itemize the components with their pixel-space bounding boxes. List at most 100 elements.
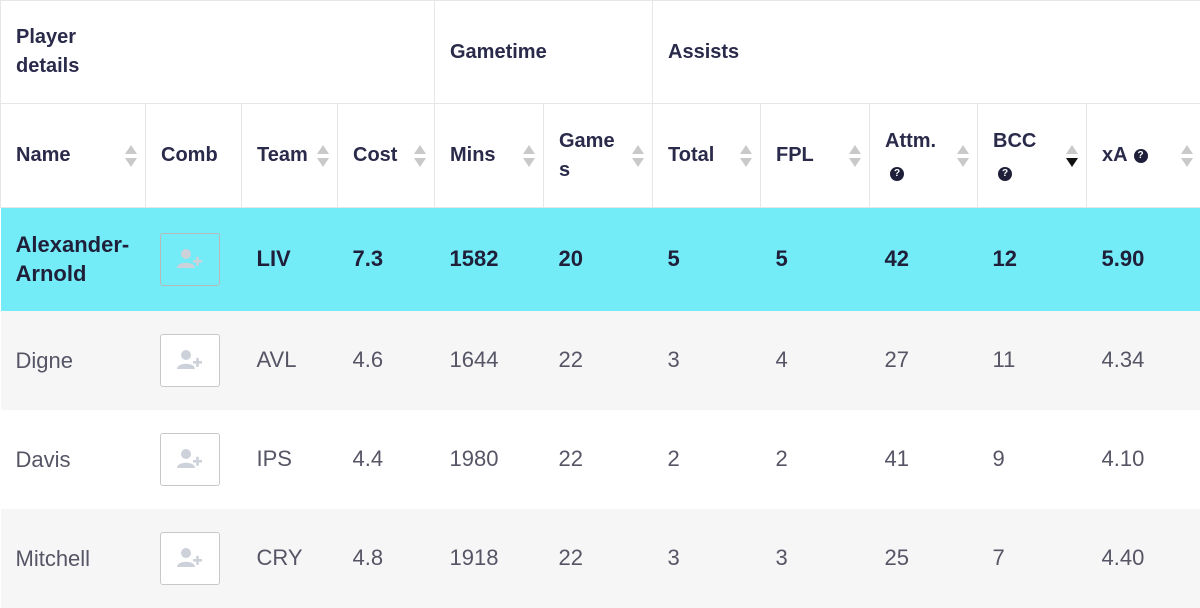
fpl-cell: 3	[761, 509, 870, 608]
add-user-icon	[176, 448, 204, 470]
attm-cell: 42	[870, 208, 978, 311]
column-header-label: Comb	[161, 144, 218, 166]
bcc-cell: 9	[978, 410, 1087, 509]
fpl-cell: 2	[761, 410, 870, 509]
column-header-bcc[interactable]: BCC ?	[978, 104, 1087, 208]
column-header-comb: Comb	[146, 104, 242, 208]
mins-cell: 1582	[435, 208, 544, 311]
team-cell: AVL	[242, 311, 338, 410]
sort-arrows-icon[interactable]	[414, 145, 426, 167]
sort-arrows-icon[interactable]	[317, 145, 329, 167]
attm-cell: 25	[870, 509, 978, 608]
add-to-comb-button[interactable]	[160, 334, 220, 387]
add-user-icon	[176, 248, 204, 270]
add-to-comb-button[interactable]	[160, 532, 220, 585]
sort-arrows-icon[interactable]	[740, 145, 752, 167]
comb-cell	[146, 208, 242, 311]
column-header-fpl[interactable]: FPL	[761, 104, 870, 208]
sort-descending-icon[interactable]	[1066, 145, 1078, 167]
cost-cell: 4.8	[338, 509, 435, 608]
attm-cell: 27	[870, 311, 978, 410]
question-circle-icon[interactable]: ?	[890, 167, 904, 181]
cost-cell: 4.6	[338, 311, 435, 410]
table-body: Alexander-Arnold LIV 7.3 1582 20 5 5 42 …	[1, 208, 1200, 608]
group-header-label: Assists	[668, 41, 739, 63]
column-header-label: Attm.	[885, 130, 936, 152]
total-cell: 2	[653, 410, 761, 509]
sort-arrows-icon[interactable]	[849, 145, 861, 167]
player-name[interactable]: Alexander-Arnold	[1, 208, 146, 311]
group-header-label: Gametime	[450, 41, 547, 63]
column-header-label: Mins	[450, 144, 496, 166]
sort-arrows-icon[interactable]	[1181, 145, 1193, 167]
player-name[interactable]: Digne	[1, 311, 146, 410]
mins-cell: 1644	[435, 311, 544, 410]
group-header-player-details: Player details	[1, 1, 435, 104]
column-header-team[interactable]: Team	[242, 104, 338, 208]
games-cell: 22	[544, 311, 653, 410]
question-circle-icon[interactable]: ?	[1134, 149, 1148, 163]
sort-arrows-icon[interactable]	[957, 145, 969, 167]
sort-arrows-icon[interactable]	[125, 145, 137, 167]
mins-cell: 1980	[435, 410, 544, 509]
column-header-xa[interactable]: xA?	[1087, 104, 1200, 208]
player-name[interactable]: Davis	[1, 410, 146, 509]
table-row[interactable]: Digne AVL 4.6 1644 22 3 4 27 11 4.34	[1, 311, 1200, 410]
games-cell: 20	[544, 208, 653, 311]
games-cell: 22	[544, 410, 653, 509]
comb-cell	[146, 311, 242, 410]
sort-arrows-icon[interactable]	[632, 145, 644, 167]
total-cell: 3	[653, 311, 761, 410]
column-header-label: Total	[668, 144, 714, 166]
bcc-cell: 11	[978, 311, 1087, 410]
fpl-cell: 4	[761, 311, 870, 410]
column-header-games[interactable]: Games	[544, 104, 653, 208]
group-header-label: Player details	[16, 23, 106, 81]
xa-cell: 4.34	[1087, 311, 1200, 410]
team-cell: LIV	[242, 208, 338, 311]
attm-cell: 41	[870, 410, 978, 509]
column-header-total[interactable]: Total	[653, 104, 761, 208]
fpl-cell: 5	[761, 208, 870, 311]
team-cell: IPS	[242, 410, 338, 509]
add-to-comb-button[interactable]	[160, 233, 220, 286]
column-header-attm[interactable]: Attm. ?	[870, 104, 978, 208]
total-cell: 5	[653, 208, 761, 311]
column-header-label: xA	[1102, 141, 1128, 170]
sort-arrows-icon[interactable]	[523, 145, 535, 167]
group-header-row: Player details Gametime Assists	[1, 1, 1200, 104]
column-header-mins[interactable]: Mins	[435, 104, 544, 208]
column-header-label: Name	[16, 144, 70, 166]
games-cell: 22	[544, 509, 653, 608]
add-to-comb-button[interactable]	[160, 433, 220, 486]
column-header-label: BCC	[993, 130, 1036, 152]
xa-cell: 4.10	[1087, 410, 1200, 509]
team-cell: CRY	[242, 509, 338, 608]
column-header-row: Name Comb Team Cost Mins Games Total FPL…	[1, 104, 1200, 208]
column-header-label: Team	[257, 144, 308, 166]
bcc-cell: 12	[978, 208, 1087, 311]
xa-cell: 4.40	[1087, 509, 1200, 608]
table-row[interactable]: Alexander-Arnold LIV 7.3 1582 20 5 5 42 …	[1, 208, 1200, 311]
cost-cell: 4.4	[338, 410, 435, 509]
comb-cell	[146, 410, 242, 509]
bcc-cell: 7	[978, 509, 1087, 608]
table-row[interactable]: Davis IPS 4.4 1980 22 2 2 41 9 4.10	[1, 410, 1200, 509]
group-header-assists: Assists	[653, 1, 1200, 104]
total-cell: 3	[653, 509, 761, 608]
table-row[interactable]: Mitchell CRY 4.8 1918 22 3 3 25 7 4.40	[1, 509, 1200, 608]
column-header-label: FPL	[776, 144, 814, 166]
column-header-cost[interactable]: Cost	[338, 104, 435, 208]
column-header-label: Games	[559, 127, 623, 185]
question-circle-icon[interactable]: ?	[998, 167, 1012, 181]
xa-cell: 5.90	[1087, 208, 1200, 311]
player-name[interactable]: Mitchell	[1, 509, 146, 608]
comb-cell	[146, 509, 242, 608]
column-header-label: Cost	[353, 144, 397, 166]
column-header-name[interactable]: Name	[1, 104, 146, 208]
add-user-icon	[176, 349, 204, 371]
group-header-gametime: Gametime	[435, 1, 653, 104]
add-user-icon	[176, 547, 204, 569]
mins-cell: 1918	[435, 509, 544, 608]
